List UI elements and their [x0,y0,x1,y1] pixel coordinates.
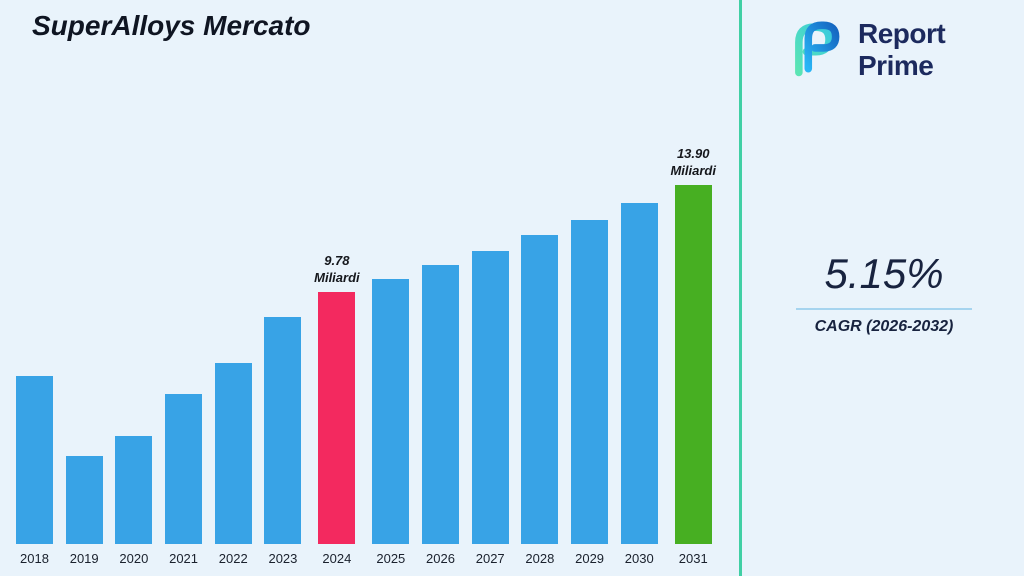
bar-column-2029: 2029 [571,220,609,566]
bar-column-2022: 2022 [214,363,252,566]
chart-title: SuperAlloys Mercato [32,10,311,41]
x-tick-2029: 2029 [575,551,605,566]
x-tick-2021: 2021 [169,551,199,566]
x-tick-2018: 2018 [20,551,49,566]
bar-column-2018: 2018 [16,376,53,566]
logo-word-report: Report [858,18,946,50]
bar-2019 [65,456,103,544]
x-tick-2026: 2026 [426,551,455,566]
reportprime-logo-text: Report Prime [858,18,946,81]
bar-2018 [16,376,53,544]
cagr-underline [796,308,972,310]
bar-2021 [165,394,203,544]
x-tick-2027: 2027 [475,551,505,566]
x-tick-2019: 2019 [69,551,99,566]
reportprime-logo-icon [780,14,846,85]
x-tick-2020: 2020 [119,551,149,566]
x-tick-2024: 2024 [322,551,352,566]
cagr-value: 5.15% [824,250,944,297]
bar-column-2019: 2019 [65,456,103,566]
reportprime-logo: Report Prime [780,14,946,85]
bar-2023 [264,317,302,544]
bar-column-2025: 2025 [372,279,410,566]
x-tick-2030: 2030 [624,551,654,566]
bar-chart: 2018 2019 2020 2021 2022 2023 9.78 Miliardi 202… [16,116,716,566]
x-tick-2031: 2031 [678,551,708,566]
bar-column-2026: 2026 [422,265,460,566]
bar-2024 [318,292,356,544]
vertical-divider [739,0,742,576]
bar-2027 [471,251,509,544]
bar-column-2028: 2028 [521,235,559,566]
bar-2025 [372,279,410,544]
bar-column-2030: 2030 [620,203,658,566]
bar-column-2024: 9.78 Miliardi 2024 [314,253,360,566]
bar-column-2021: 2021 [165,394,203,566]
bar-column-2020: 2020 [115,436,153,566]
bar-2026 [422,265,460,544]
bar-2029 [571,220,609,544]
bar-2028 [521,235,559,544]
bar-column-2031: 13.90 Miliardi 2031 [670,146,716,566]
x-tick-2025: 2025 [376,551,406,566]
logo-word-prime: Prime [858,49,934,81]
bar-2031 [674,185,712,544]
bar-annotation-2031: 13.90 Miliardi [670,146,716,179]
bar-column-2027: 2027 [471,251,509,566]
bar-2022 [214,363,252,544]
bar-2020 [115,436,153,544]
x-tick-2028: 2028 [525,551,555,566]
bar-annotation-2024: 9.78 Miliardi [314,253,360,286]
bar-2030 [620,203,658,544]
cagr-block: 5.15% CAGR (2026-2032) [796,250,972,336]
x-tick-2023: 2023 [268,551,298,566]
x-tick-2022: 2022 [218,551,248,566]
cagr-label: CAGR (2026-2032) [814,318,954,335]
bar-column-2023: 2023 [264,317,302,566]
